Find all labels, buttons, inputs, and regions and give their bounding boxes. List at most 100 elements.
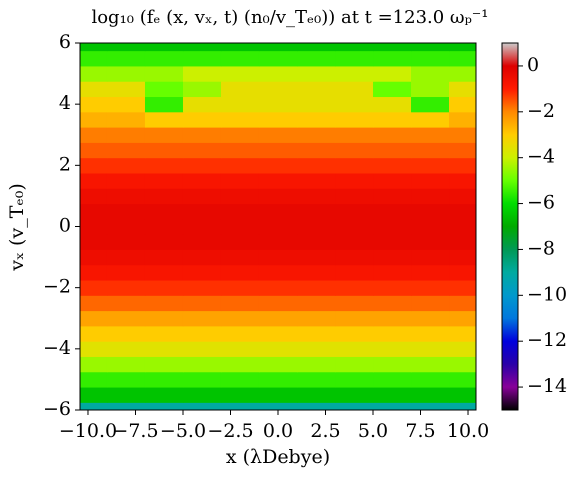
heat-cell <box>80 65 108 82</box>
heat-cell <box>449 295 476 312</box>
heat-cell <box>80 172 108 189</box>
heat-cell <box>373 295 412 312</box>
heat-cell <box>411 203 450 220</box>
heat-cell <box>411 234 450 250</box>
heat-cell <box>80 127 108 143</box>
heat-cell <box>258 81 298 98</box>
heat-cell <box>80 341 108 357</box>
heat-cell <box>144 127 184 143</box>
heat-cell <box>258 387 298 403</box>
heat-cell <box>182 65 222 82</box>
colorbar-tick-label: −6 <box>527 192 555 214</box>
heat-cell <box>258 264 298 281</box>
heat-cell <box>373 264 412 281</box>
heat-cell <box>80 371 108 388</box>
heat-cell <box>373 142 412 159</box>
heat-cell <box>106 157 146 174</box>
heat-cell <box>411 249 450 266</box>
heat-cell <box>297 218 336 235</box>
heat-cell <box>144 50 184 67</box>
heat-cell <box>297 142 336 159</box>
heat-cell <box>449 157 476 174</box>
heat-cell <box>182 203 222 220</box>
heat-cell <box>182 218 222 235</box>
heat-cell <box>220 218 260 235</box>
heat-cell <box>144 325 184 342</box>
colorbar-tick-label: −10 <box>527 283 567 305</box>
heat-cell <box>80 325 108 342</box>
heat-cell <box>106 127 146 143</box>
heat-cell <box>144 157 184 174</box>
heat-cell <box>449 127 476 143</box>
colorbar-tick-label: −2 <box>527 100 555 122</box>
heat-cell <box>106 295 146 312</box>
heat-cell <box>220 50 260 67</box>
x-tick-label: −2.5 <box>207 420 253 442</box>
heat-cell <box>297 50 336 67</box>
heat-cell <box>258 157 298 174</box>
heat-cell <box>411 50 450 67</box>
heat-cell <box>297 172 336 189</box>
heat-cell <box>182 280 222 296</box>
heat-cell <box>258 203 298 220</box>
heat-cell <box>182 249 222 266</box>
heat-cell <box>144 65 184 82</box>
colorbar-tick-label: −14 <box>527 375 567 397</box>
heat-cell <box>297 341 336 357</box>
heat-cell <box>258 172 298 189</box>
heat-cell <box>220 188 260 205</box>
heat-cell <box>258 295 298 312</box>
heat-cell <box>373 157 412 174</box>
x-tick-label: −10.0 <box>59 420 117 442</box>
y-tick-label: −2 <box>43 276 71 298</box>
heat-cell <box>449 81 476 98</box>
heat-cell <box>297 96 336 113</box>
heat-cell <box>258 402 298 410</box>
heat-cell <box>144 280 184 296</box>
heat-cell <box>297 371 336 388</box>
heat-cell <box>373 65 412 82</box>
heat-cell <box>449 218 476 235</box>
heat-cell <box>297 249 336 266</box>
heat-cell <box>449 341 476 357</box>
heat-cell <box>411 325 450 342</box>
colorbar-tick-label: −8 <box>527 237 555 259</box>
heat-cell <box>411 142 450 159</box>
heat-cell <box>106 188 146 205</box>
heat-cell <box>335 264 374 281</box>
heat-cell <box>373 280 412 296</box>
heat-cell <box>373 249 412 266</box>
y-tick-label: −4 <box>43 337 71 359</box>
heat-cell <box>220 203 260 220</box>
heat-cell <box>297 65 336 82</box>
heat-cell <box>182 387 222 403</box>
heat-cell <box>144 81 184 98</box>
heat-cell <box>182 310 222 327</box>
heat-cell <box>373 371 412 388</box>
heat-cell <box>411 280 450 296</box>
heat-cell <box>182 325 222 342</box>
heat-cell <box>449 203 476 220</box>
heat-cell <box>258 96 298 113</box>
heat-cell <box>449 172 476 189</box>
heat-cell <box>258 280 298 296</box>
heat-cell <box>144 264 184 281</box>
colorbar-tick-label: 0 <box>527 54 539 76</box>
heat-cell <box>258 188 298 205</box>
heat-cell <box>335 234 374 250</box>
heat-cell <box>373 43 412 52</box>
heat-cell <box>335 43 374 52</box>
heat-cell <box>106 50 146 67</box>
heat-cell <box>258 341 298 357</box>
heat-cell <box>80 249 108 266</box>
heat-cell <box>80 111 108 128</box>
heat-cell <box>449 142 476 159</box>
heat-cell <box>106 203 146 220</box>
heat-cell <box>373 325 412 342</box>
heat-cell <box>220 280 260 296</box>
heat-cell <box>373 341 412 357</box>
heat-cell <box>106 43 146 52</box>
heat-cell <box>220 310 260 327</box>
heat-cell <box>182 157 222 174</box>
